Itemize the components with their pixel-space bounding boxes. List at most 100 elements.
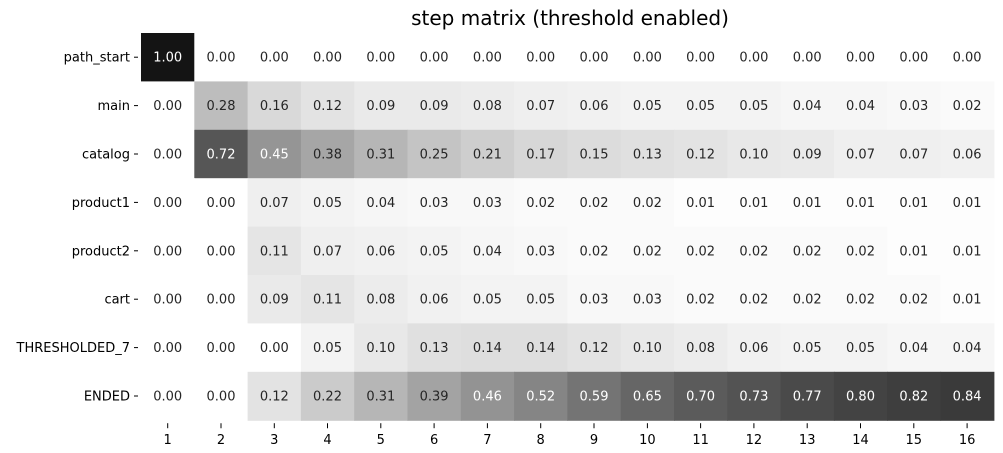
heatmap-cell — [407, 275, 462, 324]
heatmap-cell — [194, 226, 249, 276]
heatmap-cell — [354, 226, 409, 276]
heatmap-cell — [727, 178, 782, 228]
heatmap-cell — [354, 323, 409, 373]
cell-value-label: 0.22 — [313, 390, 342, 405]
cell-value-label: 0.84 — [953, 390, 982, 405]
heatmap-cell — [674, 129, 728, 179]
cell-value-label: 0.11 — [313, 293, 342, 308]
heatmap-cell — [407, 33, 462, 82]
cell-value-label: 0.05 — [793, 341, 822, 356]
heatmap-cell — [300, 81, 355, 131]
column-label: 1 — [164, 433, 172, 448]
heatmap-cells: 1.00 0.00 0.00 0.00 0.00 0.00 0.00 0.00 0.00 0.00… — [141, 33, 995, 421]
column-label: 15 — [906, 433, 923, 448]
cell-value-label: 0.04 — [846, 99, 875, 114]
cell-value-label: 1.00 — [153, 51, 182, 66]
cell-value-label: 0.00 — [580, 51, 609, 66]
cell-value-label: 0.07 — [846, 148, 875, 163]
heatmap-cell — [940, 323, 995, 373]
row-label: catalog — [82, 148, 130, 163]
row-label: product1 — [72, 196, 130, 211]
cell-value-label: 0.10 — [633, 341, 662, 356]
cell-value-label: 0.00 — [153, 293, 182, 308]
row-label: THRESHOLDED_7 — [16, 341, 130, 356]
cell-value-label: 0.00 — [153, 390, 182, 405]
heatmap-cell — [194, 323, 249, 373]
heatmap-cell — [780, 226, 835, 276]
cell-value-label: 0.00 — [420, 51, 449, 66]
cell-value-label: 0.06 — [366, 244, 395, 259]
heatmap-cell — [940, 178, 995, 228]
heatmap-cell — [194, 371, 249, 421]
heatmap-cell — [247, 275, 302, 324]
heatmap-cell — [514, 226, 568, 276]
heatmap-cell — [141, 178, 195, 228]
cell-value-label: 0.80 — [846, 390, 875, 405]
heatmap-cell — [674, 81, 728, 131]
heatmap-cell — [833, 33, 888, 82]
column-label: 14 — [852, 433, 869, 448]
heatmap-cell — [141, 371, 195, 421]
cell-value-label: 0.12 — [313, 99, 342, 114]
cell-value-label: 0.07 — [260, 196, 289, 211]
heatmap-cell — [780, 323, 835, 373]
cell-value-label: 0.12 — [260, 390, 289, 405]
cell-value-label: 0.00 — [207, 390, 236, 405]
cell-value-label: 0.04 — [899, 341, 928, 356]
cell-value-label: 0.70 — [686, 390, 715, 405]
cell-value-label: 0.08 — [686, 341, 715, 356]
cell-value-label: 0.00 — [899, 51, 928, 66]
cell-value-label: 0.14 — [473, 341, 502, 356]
heatmap-cell — [940, 226, 995, 276]
cell-value-label: 0.02 — [633, 244, 662, 259]
cell-value-label: 0.04 — [953, 341, 982, 356]
cell-value-label: 0.02 — [953, 99, 982, 114]
heatmap-cell — [833, 371, 888, 421]
heatmap-cell — [620, 81, 675, 131]
cell-value-label: 0.00 — [153, 244, 182, 259]
column-label: 2 — [217, 433, 225, 448]
column-label: 4 — [323, 433, 331, 448]
heatmap-cell — [780, 81, 835, 131]
cell-value-label: 0.00 — [207, 51, 236, 66]
column-label: 9 — [590, 433, 598, 448]
heatmap-cell — [141, 275, 195, 324]
cell-value-label: 0.05 — [686, 99, 715, 114]
cell-value-label: 0.02 — [846, 293, 875, 308]
cell-value-label: 0.01 — [793, 196, 822, 211]
heatmap-cell — [620, 371, 675, 421]
cell-value-label: 0.01 — [846, 196, 875, 211]
heatmap-cell — [567, 178, 622, 228]
cell-value-label: 0.05 — [473, 293, 502, 308]
cell-value-label: 0.25 — [420, 148, 449, 163]
cell-value-label: 0.06 — [739, 341, 768, 356]
heatmap-cell — [887, 81, 942, 131]
heatmap-cell — [460, 275, 515, 324]
cell-value-label: 0.00 — [207, 196, 236, 211]
heatmap-cell — [620, 178, 675, 228]
heatmap-cell — [247, 371, 302, 421]
heatmap-cell — [567, 275, 622, 324]
heatmap-cell — [727, 129, 782, 179]
heatmap-cell — [514, 178, 568, 228]
heatmap-cell — [567, 129, 622, 179]
cell-value-label: 0.02 — [580, 244, 609, 259]
heatmap-cell — [354, 178, 409, 228]
heatmap-cell — [514, 129, 568, 179]
cell-value-label: 0.72 — [207, 148, 236, 163]
cell-value-label: 0.06 — [420, 293, 449, 308]
heatmap-cell — [354, 81, 409, 131]
heatmap-cell — [940, 81, 995, 131]
cell-value-label: 0.15 — [580, 148, 609, 163]
row-label: cart — [104, 293, 130, 308]
heatmap-cell — [247, 323, 302, 373]
heatmap-cell — [354, 275, 409, 324]
cell-value-label: 0.05 — [420, 244, 449, 259]
cell-value-label: 0.73 — [739, 390, 768, 405]
cell-value-label: 0.46 — [473, 390, 502, 405]
heatmap-cell — [727, 275, 782, 324]
cell-value-label: 0.02 — [686, 293, 715, 308]
heatmap-cell — [141, 323, 195, 373]
cell-value-label: 0.00 — [260, 341, 289, 356]
cell-value-label: 0.08 — [473, 99, 502, 114]
